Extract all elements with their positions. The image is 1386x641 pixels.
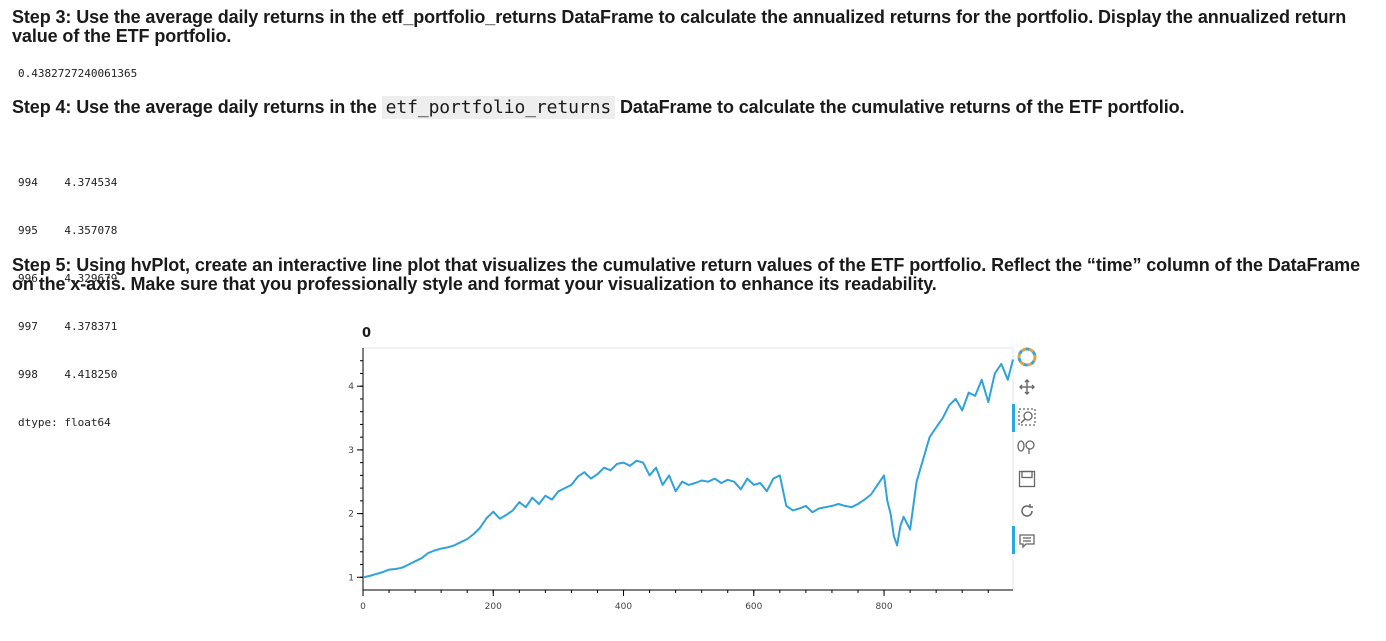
row-value: 4.374534 <box>64 176 118 189</box>
step3-output: 0.4382727240061365 <box>18 67 138 80</box>
dtype-line: dtype: float64 <box>18 416 111 429</box>
x-tick-label: 0 <box>360 602 366 612</box>
y-tick-label: 1 <box>348 573 354 583</box>
active-tool-indicator <box>1012 526 1015 554</box>
row-index: 996 <box>18 272 38 285</box>
step4-heading-code: etf_portfolio_returns <box>381 96 616 119</box>
row-index: 997 <box>18 320 38 333</box>
y-tick-label: 3 <box>348 446 354 456</box>
active-tool-indicator <box>1012 404 1015 432</box>
bokeh-logo-icon[interactable] <box>1016 346 1038 368</box>
step5-heading: Step 5: Using hvPlot, create an interact… <box>12 255 1360 294</box>
step4-heading: Step 4: Use the average daily returns in… <box>12 96 1372 119</box>
hover-icon[interactable] <box>1016 530 1038 552</box>
x-tick-label: 400 <box>615 602 632 612</box>
x-tick-label: 800 <box>875 602 892 612</box>
plot-frame <box>362 347 1014 591</box>
row-index: 998 <box>18 368 38 381</box>
row-value: 4.378371 <box>64 320 118 333</box>
reset-icon[interactable] <box>1016 500 1038 522</box>
output-row: 995 4.357078 <box>18 223 117 239</box>
output-row: 996 4.329679 <box>18 271 117 287</box>
cumulative-returns-line <box>362 359 1014 579</box>
y-tick-label: 4 <box>348 382 354 392</box>
x-tick-label: 600 <box>745 602 762 612</box>
save-icon[interactable] <box>1016 468 1038 490</box>
box-zoom-icon[interactable] <box>1016 406 1038 428</box>
wheel-zoom-icon[interactable] <box>1016 436 1038 458</box>
pan-icon[interactable] <box>1016 376 1038 398</box>
row-value: 4.418250 <box>64 368 118 381</box>
output-row: 997 4.378371 <box>18 319 117 335</box>
chart-title: 0 <box>362 326 372 341</box>
step4-heading-text-before: Step 4: Use the average daily returns in… <box>12 97 382 117</box>
x-tick-label: 200 <box>485 602 502 612</box>
step4-heading-text-after: DataFrame to calculate the cumulative re… <box>615 97 1185 117</box>
row-value: 4.357078 <box>64 224 118 237</box>
plot-toolbar <box>1012 346 1042 556</box>
output-row: 994 4.374534 <box>18 175 117 191</box>
line-plot[interactable]: 0 200 400 600 800 1 2 3 4 <box>338 340 1018 625</box>
step4-output: 994 4.374534 995 4.357078 996 4.329679 9… <box>18 143 117 447</box>
output-row: 998 4.418250 <box>18 367 117 383</box>
y-tick-label: 2 <box>348 510 354 520</box>
row-index: 995 <box>18 224 38 237</box>
row-value: 4.329679 <box>64 272 118 285</box>
row-index: 994 <box>18 176 38 189</box>
step3-heading: Step 3: Use the average daily returns in… <box>12 7 1347 46</box>
